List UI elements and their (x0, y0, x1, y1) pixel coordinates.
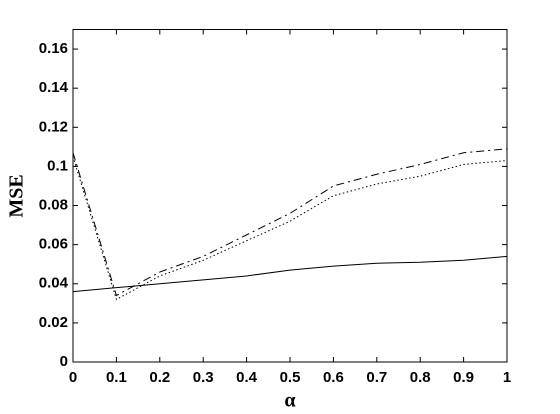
x-tick-label: 1 (503, 369, 511, 386)
line-series (72, 255, 508, 293)
y-tick-label: 0.04 (39, 275, 69, 292)
y-tick-label: 0.06 (39, 236, 68, 253)
y-tick-label: 0.12 (39, 118, 68, 135)
y-tick-label: 0 (60, 353, 68, 370)
plot-frame (72, 29, 508, 363)
x-tick-label: 0.9 (453, 369, 474, 386)
x-tick-label: 0.1 (106, 369, 127, 386)
line-series (72, 148, 508, 297)
x-tick-label: 0.5 (280, 369, 301, 386)
y-axis-title: MSE (6, 174, 28, 217)
y-tick-label: 0.02 (39, 314, 68, 331)
y-tick-label: 0.16 (39, 40, 68, 57)
line-series (72, 156, 508, 301)
x-tick-label: 0.4 (236, 369, 258, 386)
x-tick-label: 0.3 (193, 369, 214, 386)
x-tick-label: 0.8 (410, 369, 431, 386)
y-tick-label: 0.14 (39, 79, 69, 96)
x-tick-label: 0.6 (323, 369, 344, 386)
y-tick-label: 0.1 (47, 157, 68, 174)
x-tick-label: 0.2 (149, 369, 170, 386)
x-tick-label: 0 (69, 369, 77, 386)
x-tick-label: 0.7 (366, 369, 387, 386)
y-tick-label: 0.08 (39, 196, 68, 213)
x-axis-title: α (284, 390, 295, 412)
